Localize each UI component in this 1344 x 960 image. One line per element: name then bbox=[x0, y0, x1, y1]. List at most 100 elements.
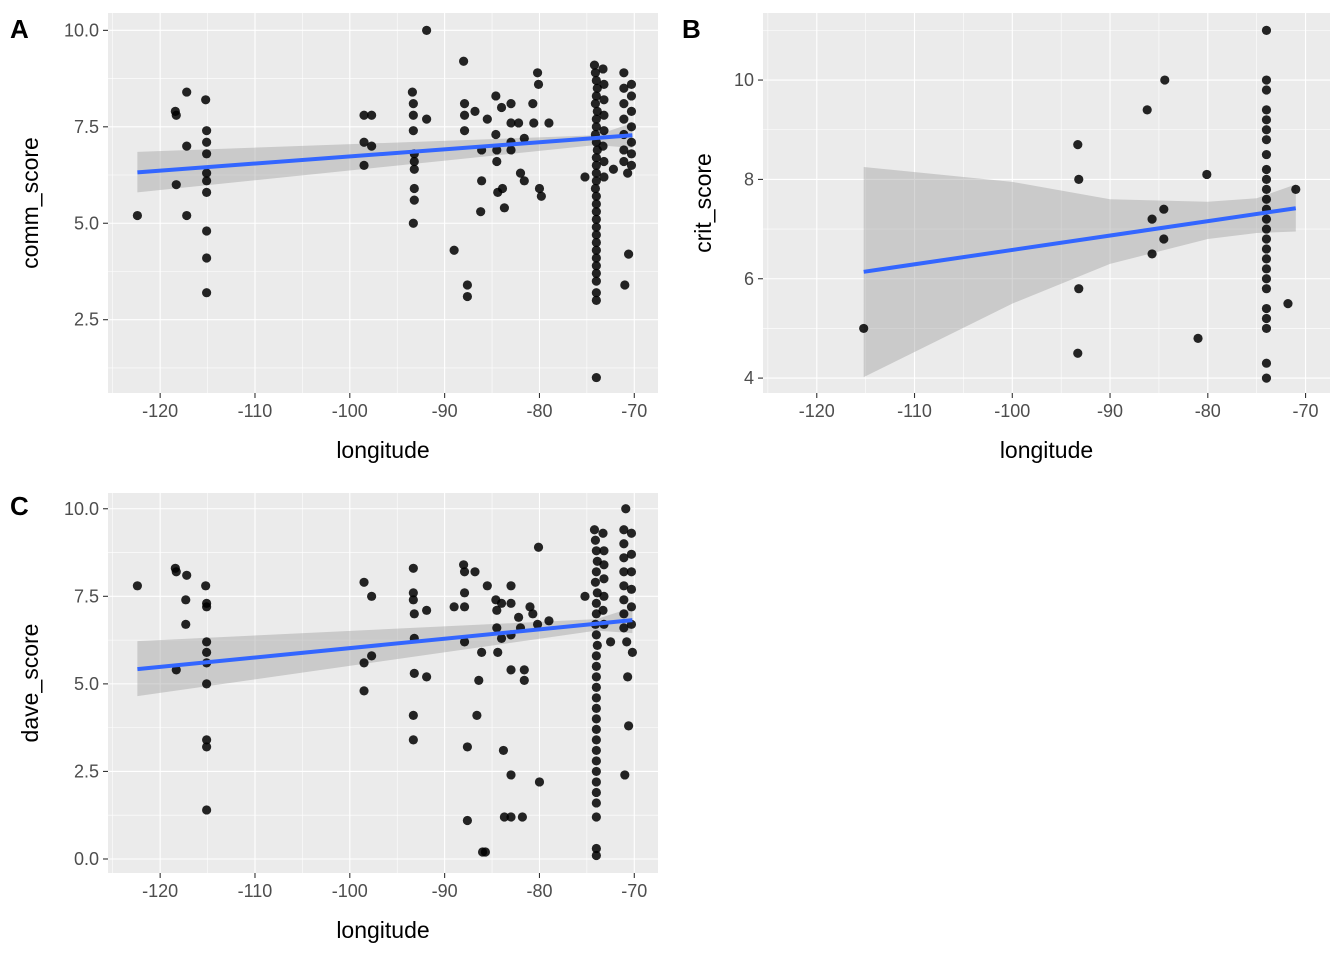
data-point bbox=[182, 210, 192, 221]
data-point bbox=[626, 149, 637, 159]
data-point bbox=[622, 637, 632, 647]
data-point bbox=[626, 160, 637, 170]
panel-tag: B bbox=[682, 14, 701, 44]
data-point bbox=[626, 567, 637, 577]
data-point bbox=[619, 567, 629, 577]
data-point bbox=[491, 129, 501, 140]
confidence-band bbox=[137, 607, 633, 697]
y-tick-label: 0.0 bbox=[74, 849, 99, 869]
data-point bbox=[599, 560, 609, 570]
data-point bbox=[580, 591, 590, 601]
data-point bbox=[591, 276, 601, 286]
data-point bbox=[367, 591, 377, 601]
data-point bbox=[470, 106, 480, 116]
data-point bbox=[462, 291, 472, 302]
data-point bbox=[591, 295, 601, 306]
data-point bbox=[591, 546, 601, 556]
data-point bbox=[493, 647, 503, 657]
data-point bbox=[459, 567, 470, 577]
data-point bbox=[580, 172, 590, 182]
data-point bbox=[171, 110, 181, 120]
data-point bbox=[619, 83, 629, 93]
data-point bbox=[477, 647, 487, 657]
data-point bbox=[171, 180, 181, 190]
data-point bbox=[626, 549, 637, 559]
data-point bbox=[476, 207, 486, 217]
data-point bbox=[1074, 174, 1084, 185]
x-tick-label: -80 bbox=[1195, 401, 1221, 421]
data-point bbox=[409, 156, 419, 167]
confidence-band bbox=[863, 166, 1296, 378]
data-point bbox=[1261, 254, 1272, 264]
data-point bbox=[359, 160, 369, 170]
data-point bbox=[599, 591, 609, 601]
data-point bbox=[506, 598, 516, 608]
data-point bbox=[627, 647, 637, 657]
data-point bbox=[409, 164, 419, 174]
data-point bbox=[626, 602, 637, 612]
data-point bbox=[459, 560, 469, 570]
x-tick-label: -100 bbox=[994, 401, 1030, 421]
data-point bbox=[591, 199, 601, 209]
data-point bbox=[1159, 204, 1169, 214]
data-point bbox=[599, 172, 609, 182]
data-point bbox=[514, 612, 524, 622]
data-point bbox=[359, 577, 369, 587]
data-point bbox=[626, 137, 637, 147]
data-point bbox=[367, 141, 377, 151]
data-point bbox=[462, 815, 472, 826]
x-axis-title: longitude bbox=[336, 437, 429, 463]
data-point bbox=[619, 581, 629, 591]
data-point bbox=[536, 191, 546, 201]
x-tick-label: -90 bbox=[432, 401, 458, 421]
data-point bbox=[492, 623, 502, 633]
data-point bbox=[525, 602, 535, 612]
data-point bbox=[408, 99, 418, 109]
data-point bbox=[181, 619, 191, 629]
data-point bbox=[1261, 194, 1272, 204]
data-point bbox=[202, 647, 212, 657]
data-point bbox=[599, 79, 609, 89]
data-point bbox=[623, 168, 633, 178]
data-point bbox=[477, 176, 487, 186]
data-point bbox=[598, 528, 608, 538]
data-point bbox=[592, 83, 602, 93]
data-point bbox=[626, 584, 637, 594]
data-point bbox=[459, 637, 470, 647]
data-point bbox=[591, 850, 601, 861]
regression-line bbox=[137, 618, 633, 672]
x-tick-label: -80 bbox=[526, 401, 552, 421]
data-point bbox=[409, 183, 419, 194]
y-tick-label: 7.5 bbox=[74, 586, 99, 606]
data-point bbox=[590, 535, 601, 545]
data-point bbox=[599, 574, 609, 584]
data-point bbox=[619, 553, 629, 563]
data-point bbox=[1147, 249, 1157, 259]
data-point bbox=[591, 160, 601, 170]
data-point bbox=[619, 156, 629, 167]
data-point bbox=[1202, 169, 1212, 180]
data-point bbox=[532, 619, 543, 629]
regression-line bbox=[863, 206, 1297, 274]
data-point bbox=[409, 195, 419, 205]
data-point bbox=[408, 735, 418, 745]
data-point bbox=[529, 118, 539, 128]
data-point bbox=[202, 253, 212, 263]
data-point bbox=[517, 812, 527, 822]
x-tick-label: -90 bbox=[1097, 401, 1123, 421]
data-point bbox=[1261, 214, 1272, 224]
data-point bbox=[182, 141, 192, 151]
data-point bbox=[591, 843, 601, 854]
data-point bbox=[132, 581, 142, 591]
data-point bbox=[1159, 234, 1169, 244]
y-tick-label: 4 bbox=[744, 368, 754, 388]
data-point bbox=[519, 665, 529, 675]
data-point bbox=[202, 288, 212, 298]
y-axis-title: comm_score bbox=[17, 137, 43, 269]
data-point bbox=[598, 64, 608, 74]
data-point bbox=[1073, 348, 1083, 358]
y-axis-title: dave_score bbox=[17, 624, 43, 743]
data-point bbox=[591, 261, 601, 271]
data-point bbox=[132, 210, 142, 221]
panel-a: -120 -110 -100 -90 -80 -70 2.5 5.0 7.5 10.0 longit… bbox=[10, 13, 658, 463]
